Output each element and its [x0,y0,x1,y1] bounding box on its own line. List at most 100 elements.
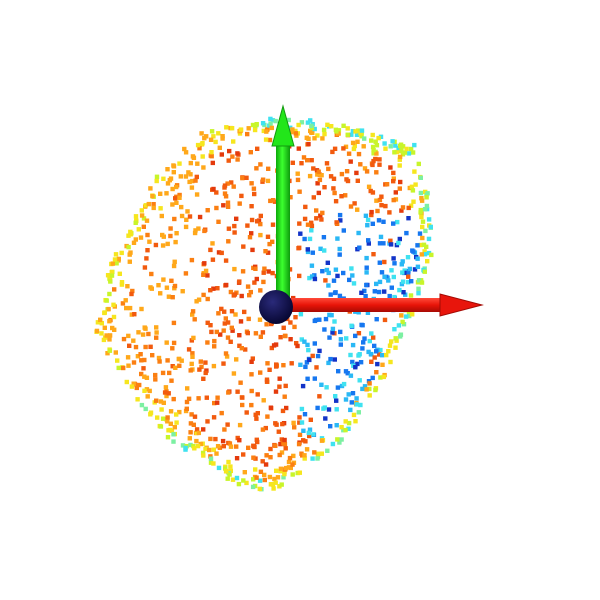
cloud-point [322,248,327,253]
cloud-point [102,325,107,330]
cloud-point [228,339,233,344]
cloud-point [364,270,369,275]
cloud-point [165,181,171,186]
cloud-point [153,372,158,378]
cloud-point [229,180,234,185]
cloud-point [286,117,291,123]
cloud-point [333,267,339,272]
cloud-point [278,469,283,474]
cloud-point [296,246,301,251]
cloud-point [276,429,281,434]
cloud-point [418,190,424,196]
cloud-point [391,179,396,184]
cloud-point [370,375,375,381]
cloud-point [113,252,119,257]
cloud-point [128,232,133,237]
cloud-point [316,169,321,174]
cloud-point [211,286,216,291]
cloud-point [211,415,217,420]
cloud-point [149,286,154,291]
cloud-point [341,123,346,128]
cloud-point [418,207,423,213]
cloud-point [226,459,231,465]
cloud-point [318,213,323,218]
cloud-point [180,289,185,294]
cloud-point [235,157,240,162]
cloud-point [134,385,139,391]
cloud-point [362,166,368,171]
cloud-point [299,451,304,456]
cloud-point [151,205,156,211]
cloud-point [223,466,228,471]
cloud-point [165,167,170,172]
cloud-point [400,259,405,264]
cloud-point [384,182,390,187]
cloud-point [380,353,385,358]
cloud-point [311,432,316,437]
cloud-point [333,199,339,204]
cloud-point [270,118,276,123]
cloud-point [343,193,348,198]
cloud-point [177,195,182,200]
cloud-point [298,231,303,236]
cloud-point [240,402,245,408]
cloud-point [406,270,411,276]
cloud-point [265,414,270,419]
cloud-point [127,259,132,264]
cloud-point [209,329,214,335]
cloud-point [161,234,166,239]
cloud-point [141,366,146,371]
cloud-point [258,232,263,238]
cloud-point [124,379,129,385]
cloud-point [393,336,398,341]
cloud-point [251,186,257,191]
cloud-point [315,181,320,186]
cloud-point [158,291,163,296]
cloud-point [308,417,313,422]
cloud-point [237,279,242,284]
cloud-point [428,224,433,230]
cloud-point [172,286,177,291]
cloud-point [257,478,263,483]
cloud-point [426,217,432,222]
cloud-point [252,127,258,133]
cloud-point [137,382,142,388]
cloud-point [260,177,266,182]
cloud-point [166,294,172,299]
cloud-point [343,427,348,433]
cloud-point [267,367,272,372]
cloud-point [283,333,288,339]
cloud-point [323,416,328,421]
cloud-point [196,396,201,401]
cloud-point [229,126,235,131]
cloud-point [261,279,266,285]
cloud-point [192,317,197,322]
cloud-point [277,452,282,458]
cloud-point [238,127,244,132]
cloud-point [403,292,408,297]
cloud-point [389,285,394,290]
cloud-point [165,241,170,247]
cloud-point [253,266,258,271]
cloud-point [229,309,235,314]
cloud-point [415,256,420,261]
cloud-point [334,220,339,225]
cloud-point [154,398,159,403]
cloud-point [249,372,254,377]
cloud-point [299,161,304,166]
cloud-point [249,181,254,186]
cloud-point [241,452,246,457]
cloud-point [392,294,397,300]
cloud-point [184,217,189,222]
cloud-point [290,462,295,467]
cloud-point [307,427,313,432]
cloud-point [312,276,318,282]
cloud-point [341,146,346,151]
cloud-point [326,283,331,288]
cloud-point [237,438,242,443]
cloud-point [216,219,221,224]
cloud-point [360,323,365,328]
cloud-point [319,173,324,178]
